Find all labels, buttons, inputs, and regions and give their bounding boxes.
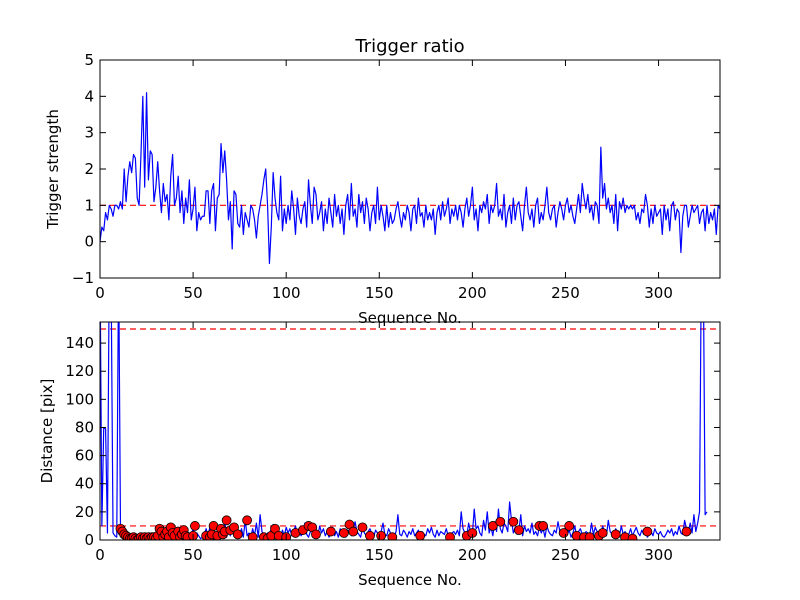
top-x-axis-label: Sequence No. [358,309,462,327]
data-point [387,532,398,540]
data-point [681,526,692,537]
y-tick-label: 20 [75,503,94,521]
data-point [445,532,455,540]
series-line [100,92,720,265]
data-point [376,530,387,540]
bottom-plot-area [100,322,720,540]
y-tick-label: 60 [75,447,94,465]
y-tick-label: 3 [84,124,94,142]
x-tick-label: 150 [365,546,394,564]
x-tick-label: 150 [365,284,394,302]
x-tick-label: 50 [184,284,203,302]
data-point [597,528,608,538]
bottom-threshold-layer [100,328,720,527]
data-point [627,533,638,540]
bottom-axes-frame [99,321,721,541]
top-y-axis-label: Trigger strength [44,109,62,230]
y-tick-label: 4 [84,87,94,105]
x-tick-label: 200 [458,546,487,564]
data-point [508,516,519,527]
subplot-bottom: 0 50 100 150 200 250 300 0 20 40 60 80 100 120 140 Se… [38,321,721,589]
data-point [325,526,336,537]
x-tick-label: 300 [644,284,673,302]
data-point [357,522,368,533]
x-tick-label: 100 [272,284,301,302]
data-point [538,521,549,531]
data-point [365,530,375,540]
data-point [415,530,426,540]
data-point [610,529,621,540]
y-tick-label: 5 [84,51,94,69]
bottom-y-axis-label: Distance [pix] [38,379,56,484]
y-tick-label: 80 [75,418,94,436]
data-point [495,516,506,527]
y-tick-label: 0 [84,233,94,251]
y-tick-label: 140 [65,334,94,352]
data-point [339,528,349,538]
data-point [564,521,575,531]
data-point [232,529,243,540]
top-plot-area [100,92,720,265]
chart-title: Trigger ratio [354,36,464,57]
bottom-x-axis-label: Sequence No. [358,571,462,589]
y-tick-label: 1 [84,196,94,214]
y-tick-label: 0 [84,531,94,549]
bottom-markers-layer [115,515,692,540]
bottom-x-axis: 0 50 100 150 200 250 300 [95,322,673,564]
top-y-axis: −1 0 1 2 3 4 5 [72,51,720,287]
x-tick-label: 50 [184,546,203,564]
y-tick-label: −1 [72,269,94,287]
data-point [584,532,595,540]
data-point [487,521,498,531]
data-point [221,515,232,526]
y-tick-label: 40 [75,475,94,493]
data-point [242,515,252,526]
x-tick-label: 250 [551,284,580,302]
x-tick-label: 250 [551,546,580,564]
data-point [311,529,321,540]
data-point [348,526,359,537]
y-tick-label: 100 [65,390,94,408]
y-tick-label: 120 [65,362,94,380]
data-point [642,526,653,537]
data-point [514,525,524,536]
subplot-top: Trigger ratio 0 50 100 150 200 250 300 −101234… [44,36,721,327]
data-point [247,532,258,540]
top-series-layer [100,92,720,265]
x-tick-label: 0 [95,284,105,302]
x-tick-label: 100 [272,546,301,564]
x-tick-label: 200 [458,284,487,302]
y-tick-label: 2 [84,160,94,178]
data-point [190,521,200,531]
x-tick-label: 300 [644,546,673,564]
top-x-axis: 0 50 100 150 200 250 300 [95,60,673,302]
x-tick-label: 0 [95,546,105,564]
bottom-y-axis: 0 20 40 60 80 100 120 140 [65,334,720,549]
